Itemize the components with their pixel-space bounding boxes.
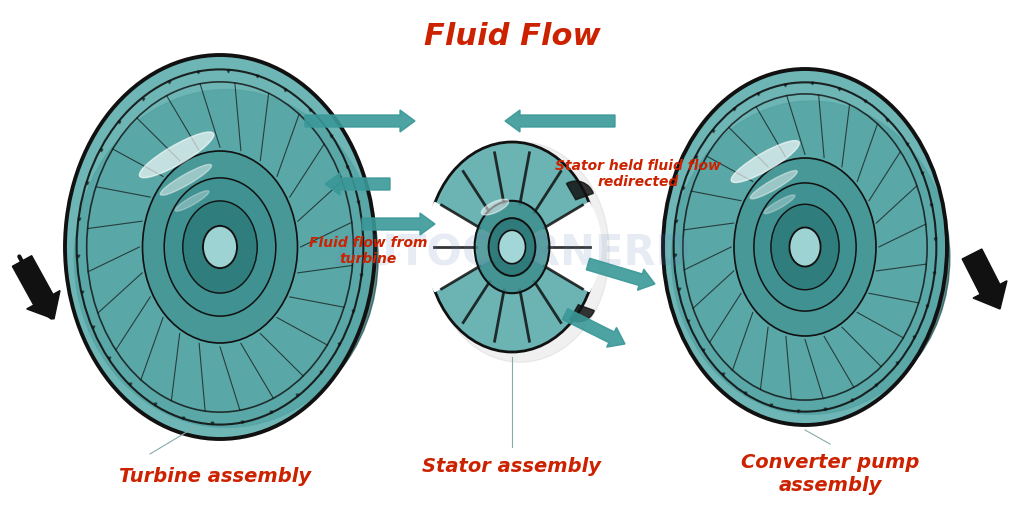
FancyArrow shape xyxy=(562,308,625,347)
Ellipse shape xyxy=(161,164,212,195)
Ellipse shape xyxy=(481,199,509,215)
Ellipse shape xyxy=(790,228,820,267)
Text: Stator held fluid flow
redirected: Stator held fluid flow redirected xyxy=(555,159,721,189)
Ellipse shape xyxy=(672,101,950,414)
Ellipse shape xyxy=(175,191,209,211)
Wedge shape xyxy=(566,181,593,200)
Wedge shape xyxy=(569,305,594,322)
FancyArrow shape xyxy=(325,173,390,195)
Ellipse shape xyxy=(663,69,947,425)
Ellipse shape xyxy=(427,142,597,352)
Text: Fluid flow from
turbine: Fluid flow from turbine xyxy=(309,236,427,266)
Wedge shape xyxy=(423,203,512,292)
Ellipse shape xyxy=(431,142,609,362)
Ellipse shape xyxy=(771,204,839,290)
Ellipse shape xyxy=(764,195,795,214)
Text: Turbine assembly: Turbine assembly xyxy=(119,467,311,487)
Ellipse shape xyxy=(183,201,257,293)
Ellipse shape xyxy=(754,183,856,311)
Text: Stator assembly: Stator assembly xyxy=(423,458,601,476)
Ellipse shape xyxy=(488,218,536,276)
Ellipse shape xyxy=(751,171,798,199)
FancyArrow shape xyxy=(587,258,655,290)
Ellipse shape xyxy=(164,178,275,316)
FancyArrow shape xyxy=(362,213,435,235)
Ellipse shape xyxy=(65,55,375,439)
Ellipse shape xyxy=(75,90,378,428)
Wedge shape xyxy=(512,203,601,292)
FancyArrow shape xyxy=(963,249,1007,309)
Text: AUTOCORNERD: AUTOCORNERD xyxy=(334,233,690,275)
Ellipse shape xyxy=(499,230,525,264)
Text: Fluid Flow: Fluid Flow xyxy=(424,22,600,51)
Ellipse shape xyxy=(474,201,550,293)
FancyArrow shape xyxy=(305,110,415,132)
FancyArrow shape xyxy=(12,256,60,319)
Ellipse shape xyxy=(731,140,800,183)
Ellipse shape xyxy=(203,226,237,268)
Text: Converter pump
assembly: Converter pump assembly xyxy=(740,453,920,495)
Ellipse shape xyxy=(734,158,876,336)
Ellipse shape xyxy=(142,151,298,343)
FancyArrow shape xyxy=(505,110,615,132)
Ellipse shape xyxy=(139,132,214,178)
